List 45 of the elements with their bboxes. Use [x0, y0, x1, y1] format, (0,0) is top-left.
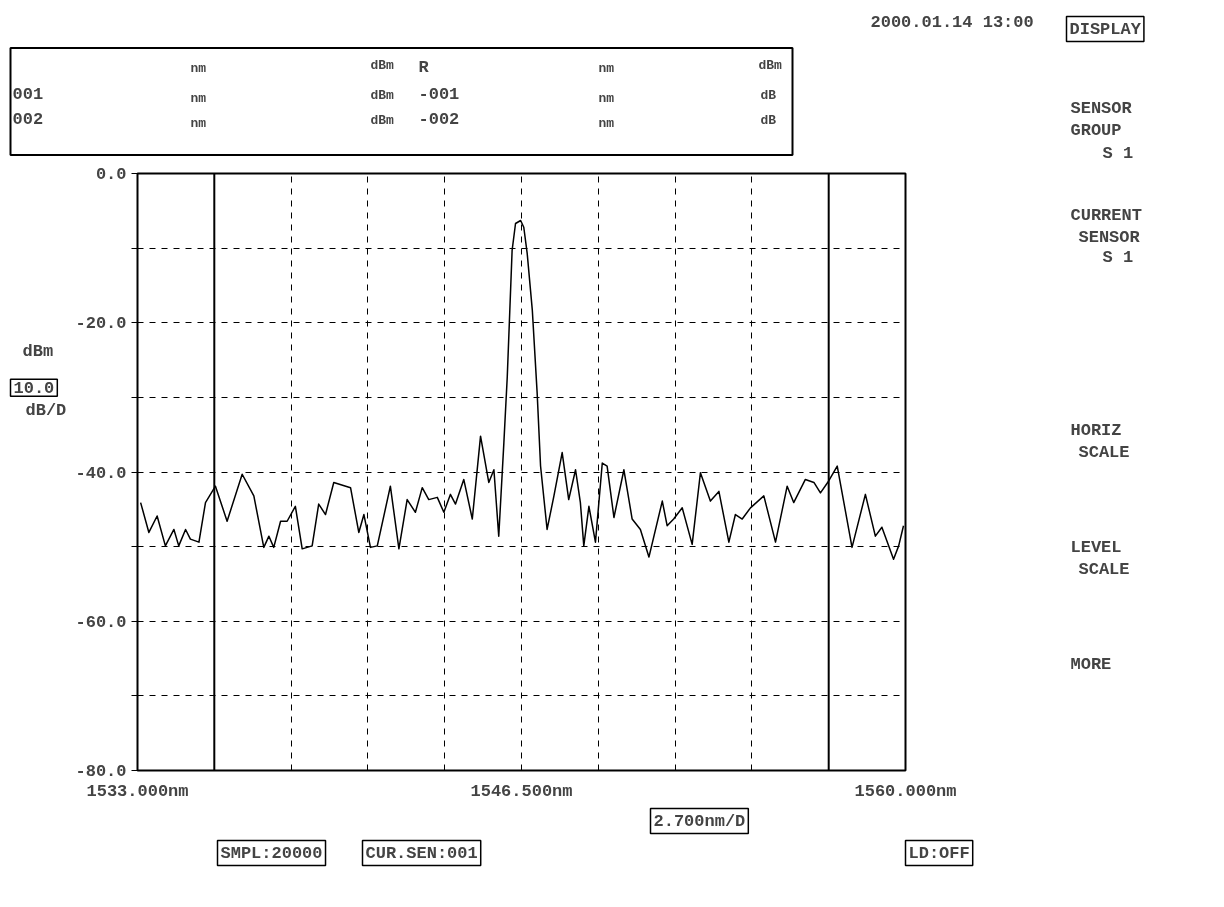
- text: -002: [418, 109, 460, 129]
- y-tick-label: -40.0: [75, 463, 127, 483]
- text: nm: [190, 90, 207, 106]
- text: nm: [598, 90, 615, 106]
- text: dBm: [370, 87, 395, 103]
- y-tick-label: 0.0: [95, 165, 127, 184]
- text: 2000.01.14 13:00: [870, 12, 1034, 32]
- text: 001: [12, 84, 44, 104]
- y-tick-label: -20.0: [75, 314, 127, 334]
- text: SCALE: [1078, 559, 1130, 579]
- text: 10.0: [13, 379, 55, 399]
- text: SMPL:20000: [220, 843, 323, 863]
- text: CUR.SEN:001: [365, 843, 478, 863]
- text: 002: [12, 109, 44, 129]
- text: LEVEL: [1070, 538, 1122, 558]
- text: LD:OFF: [908, 843, 970, 863]
- text: CURRENT: [1070, 206, 1142, 226]
- text: dBm: [370, 112, 395, 128]
- x-tick-label: 1546.500nm: [470, 781, 573, 801]
- x-tick-label: 1560.000nm: [854, 781, 957, 801]
- text: nm: [598, 115, 615, 131]
- text: HORIZ: [1070, 421, 1122, 441]
- text: DISPLAY: [1069, 19, 1142, 39]
- text: SCALE: [1078, 442, 1130, 462]
- text: dBm: [758, 57, 783, 73]
- text: 2.700nm/D: [653, 811, 746, 831]
- x-tick-label: 1533.000nm: [86, 781, 189, 801]
- text: nm: [190, 115, 207, 131]
- text: dB: [760, 112, 777, 128]
- text: SENSOR: [1078, 227, 1141, 247]
- text: R: [418, 57, 430, 77]
- text: MORE: [1070, 655, 1112, 675]
- text: SENSOR: [1070, 98, 1133, 118]
- text: nm: [190, 60, 207, 76]
- y-tick-label: -80.0: [75, 762, 127, 781]
- text: dBm: [370, 57, 395, 73]
- text: S 1: [1102, 143, 1134, 163]
- text: nm: [598, 60, 615, 76]
- text: -001: [418, 84, 460, 104]
- text: dB: [760, 87, 777, 103]
- y-tick-label: -60.0: [75, 612, 127, 632]
- text: dB/D: [25, 400, 67, 420]
- y-axis-title: dBm: [22, 341, 54, 361]
- text: S 1: [1102, 248, 1134, 268]
- text: GROUP: [1070, 120, 1122, 140]
